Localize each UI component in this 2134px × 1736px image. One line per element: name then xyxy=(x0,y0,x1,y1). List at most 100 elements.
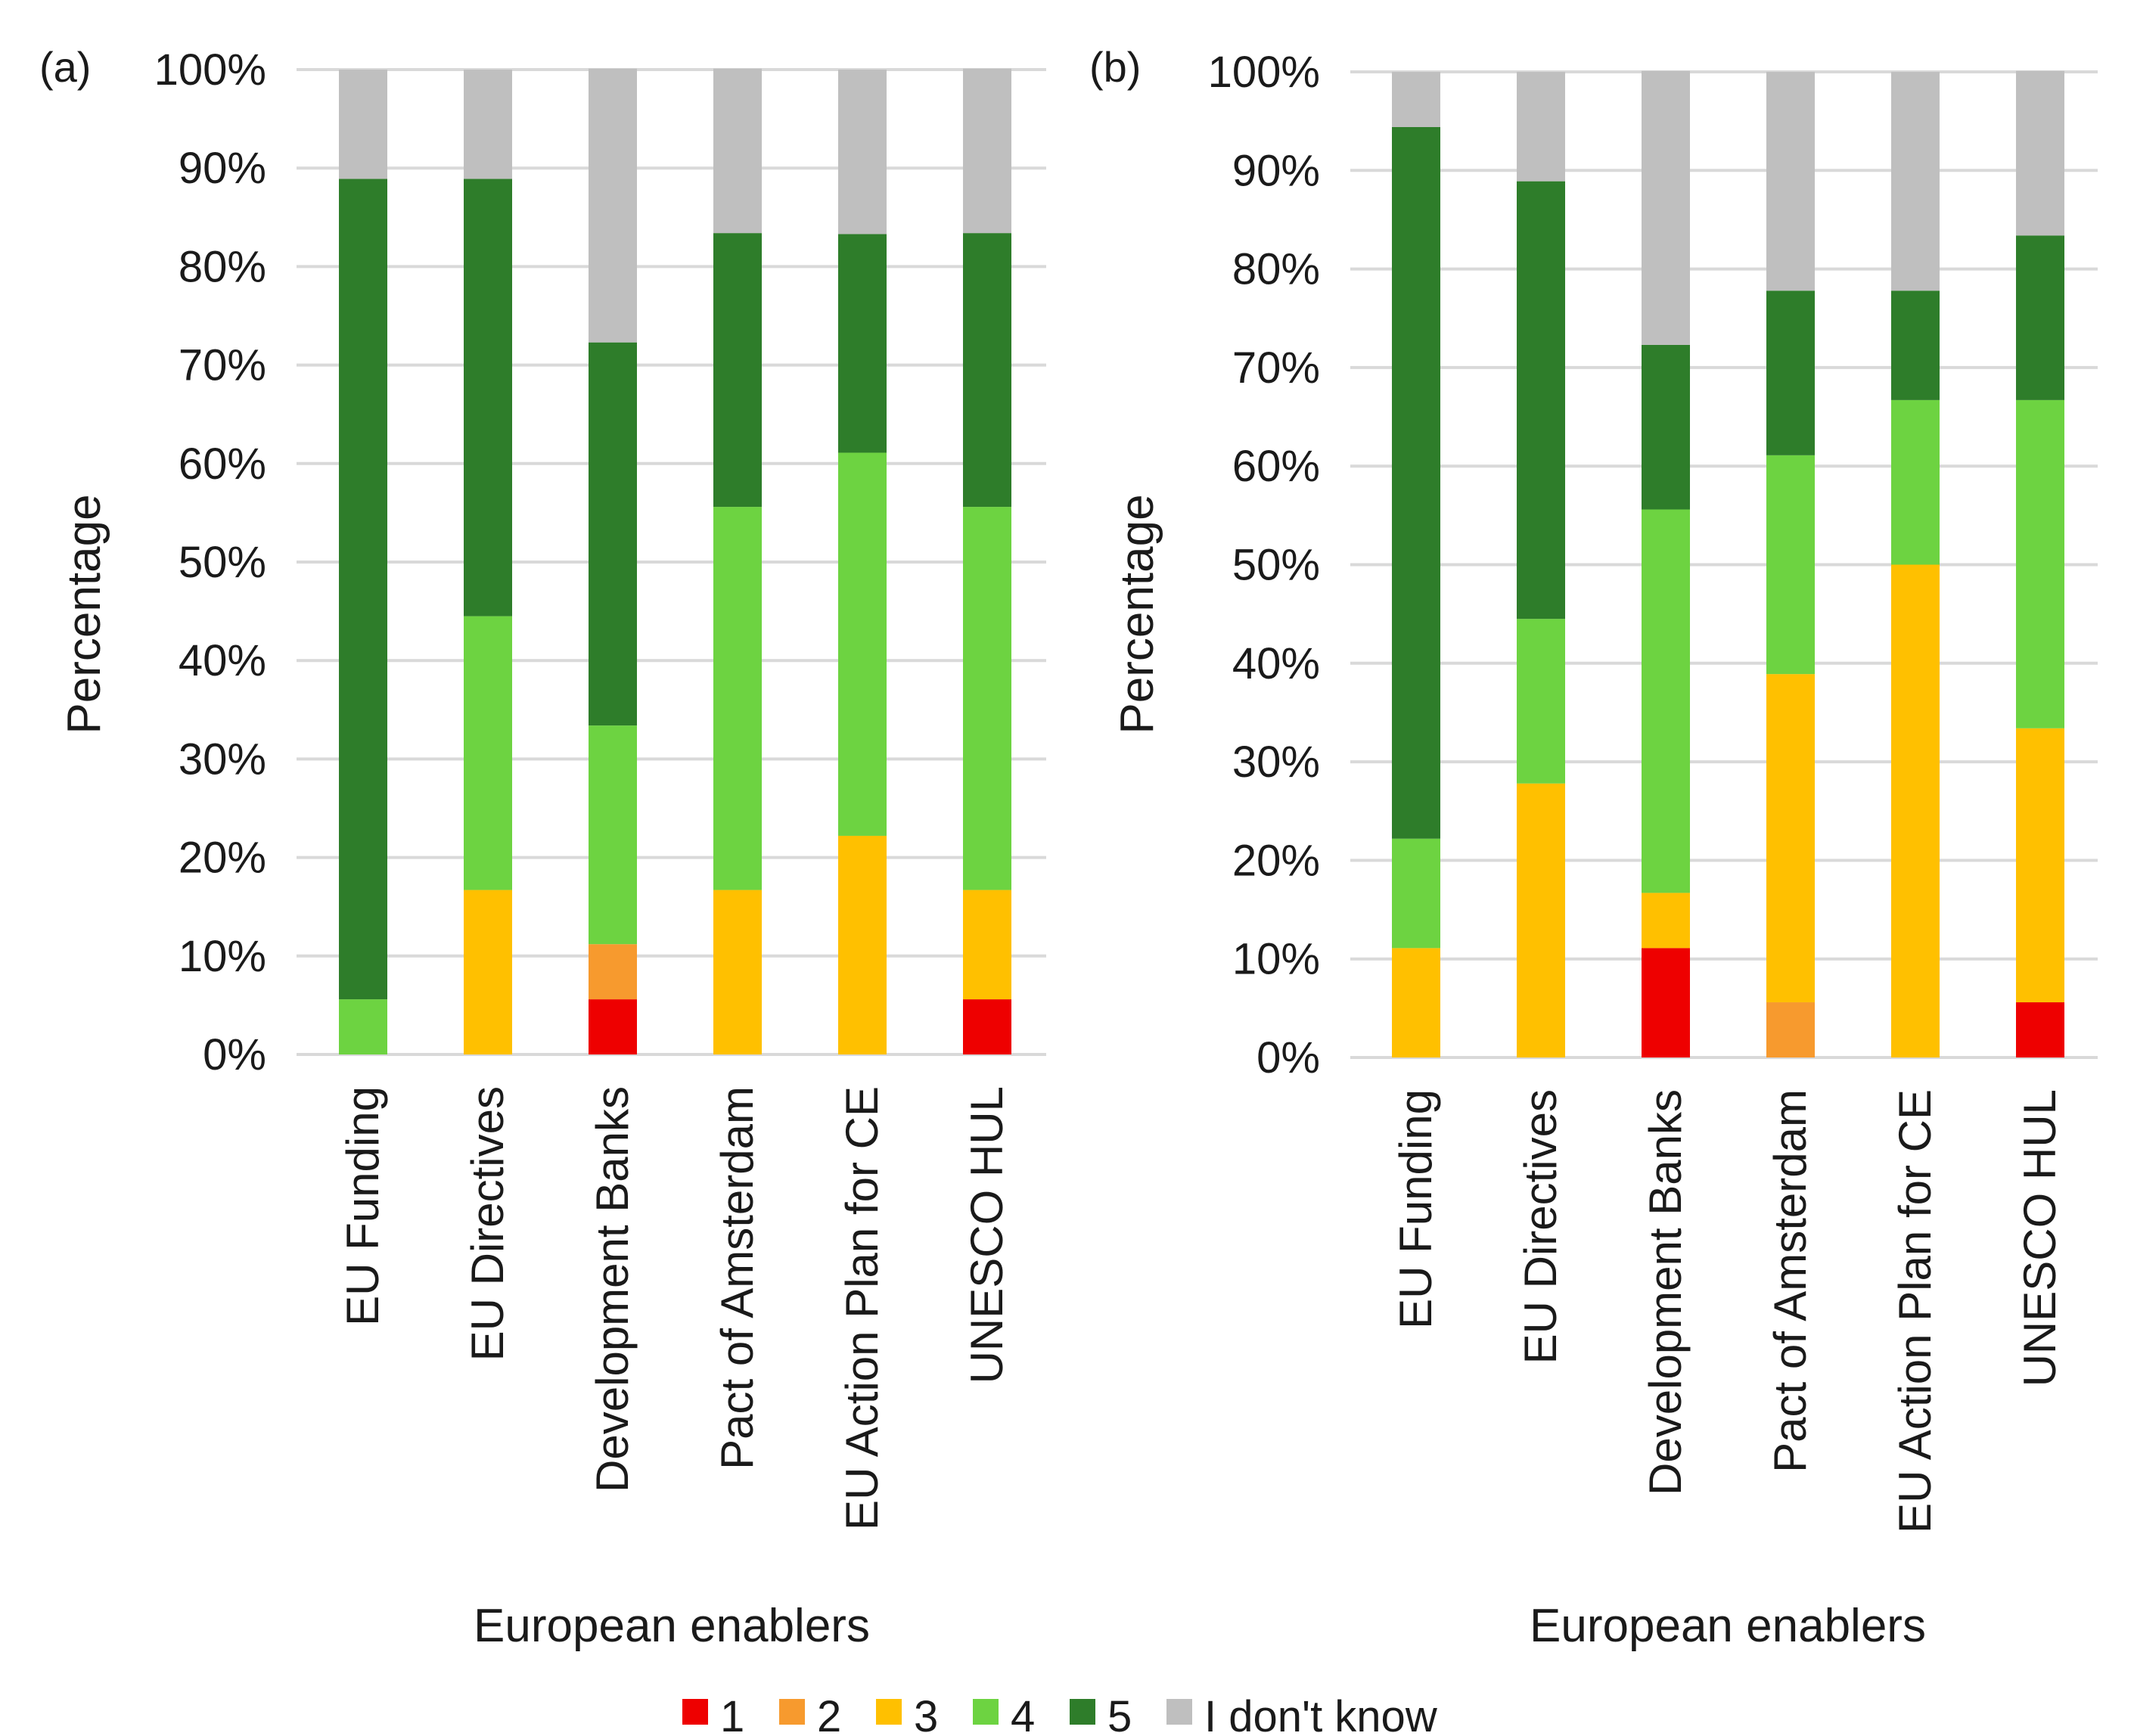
panel-a-y-tick-label: 40% xyxy=(179,636,266,685)
legend-swatch-4 xyxy=(973,1699,999,1725)
panel-b-y-axis-title: Percentage xyxy=(1111,494,1163,734)
panel-a-bar-eu-directives-4 xyxy=(464,616,512,890)
panel-b-y-tick-label: 60% xyxy=(1232,442,1320,491)
panel-b-category-label-eu-directives: EU Directives xyxy=(1515,1089,1566,1364)
panel-b-bar-unesco-hul-5 xyxy=(2016,235,2064,400)
panel-a: 0% 10% 20% 30% 40% 50% 60% 70% 80% 90% 100% EU Fun… xyxy=(39,43,1046,1652)
panel-b-y-tick-label: 0% xyxy=(1256,1033,1320,1082)
panel-a-x-axis-title: European enablers xyxy=(474,1600,870,1652)
legend-label-2: 2 xyxy=(817,1692,841,1736)
legend-swatch-3 xyxy=(876,1699,902,1725)
panel-b-bar-eu-funding-4 xyxy=(1392,838,1440,949)
panel-b-y-tick-label: 80% xyxy=(1232,245,1320,294)
panel-b-bar-development-banks-i-don-t-know xyxy=(1642,70,1690,345)
legend-swatch-5 xyxy=(1070,1699,1095,1725)
panel-a-bar-unesco-hul-4 xyxy=(963,507,1011,890)
panel-a-bar-eu-directives-5 xyxy=(464,179,512,616)
panel-b-bar-development-banks-5 xyxy=(1642,344,1690,510)
panel-b-category-label-eu-funding: EU Funding xyxy=(1390,1089,1441,1329)
panel-a-category-label-eu-funding: EU Funding xyxy=(337,1086,388,1326)
panel-a-category-label-eu-action-plan-for-ce: EU Action Plan for CE xyxy=(837,1086,887,1530)
panel-b-label: (b) xyxy=(1089,43,1141,91)
panel-b-bar-unesco-hul-i-don-t-know xyxy=(2016,70,2064,236)
panel-b-bar-eu-directives-4 xyxy=(1517,619,1565,784)
legend: 1 2 3 4 5 I don't know xyxy=(682,1692,1438,1736)
legend-label-3: 3 xyxy=(914,1692,938,1736)
panel-a-category-label-development-banks: Development Banks xyxy=(587,1086,638,1492)
legend-label-dont-know: I don't know xyxy=(1204,1692,1438,1736)
panel-a-bar-eu-directives-i-don-t-know xyxy=(464,70,512,179)
panel-b: 0% 10% 20% 30% 40% 50% 60% 70% 80% 90% 100% EU Fun… xyxy=(1089,43,2098,1652)
panel-a-y-tick-label: 20% xyxy=(179,834,266,883)
panel-a-bar-eu-directives-3 xyxy=(464,890,512,1054)
panel-b-bar-eu-directives-i-don-t-know xyxy=(1517,72,1565,182)
panel-a-y-tick-label: 60% xyxy=(179,439,266,489)
panel-b-category-label-development-banks: Development Banks xyxy=(1640,1089,1691,1495)
legend-swatch-1 xyxy=(682,1699,708,1725)
panel-b-y-tick-label: 30% xyxy=(1232,738,1320,787)
panel-a-bar-unesco-hul-1 xyxy=(963,999,1011,1054)
panel-b-bar-eu-funding-3 xyxy=(1392,948,1440,1057)
panel-b-bar-pact-of-amsterdam-3 xyxy=(1766,674,1815,1003)
panel-b-bar-eu-directives-3 xyxy=(1517,783,1565,1057)
panel-b-bar-pact-of-amsterdam-4 xyxy=(1766,455,1815,675)
panel-b-y-tick-label: 10% xyxy=(1232,935,1320,984)
panel-a-y-tick-label: 70% xyxy=(179,341,266,390)
panel-b-y-tick-label: 50% xyxy=(1232,541,1320,590)
legend-label-5: 5 xyxy=(1107,1692,1132,1736)
panel-a-bar-eu-funding-4 xyxy=(339,999,387,1054)
panel-b-bar-pact-of-amsterdam-2 xyxy=(1766,1002,1815,1057)
panel-b-bar-development-banks-4 xyxy=(1642,509,1690,893)
panel-b-bar-eu-action-plan-for-ce-i-don-t-know xyxy=(1891,72,1940,291)
panel-b-category-label-pact-of-amsterdam: Pact of Amsterdam xyxy=(1765,1089,1816,1473)
panel-b-bar-eu-action-plan-for-ce-5 xyxy=(1891,290,1940,400)
legend-swatch-dont-know xyxy=(1166,1699,1192,1725)
panel-b-y-tick-label: 20% xyxy=(1232,836,1320,885)
panel-b-category-label-eu-action-plan-for-ce: EU Action Plan for CE xyxy=(1890,1089,1940,1533)
panel-a-bar-pact-of-amsterdam-i-don-t-know xyxy=(713,68,762,234)
panel-b-bar-eu-funding-5 xyxy=(1392,126,1440,839)
panel-a-category-label-unesco-hul: UNESCO HUL xyxy=(961,1086,1012,1384)
panel-b-bar-pact-of-amsterdam-5 xyxy=(1766,290,1815,455)
panel-b-y-tick-label: 40% xyxy=(1232,639,1320,688)
panel-a-y-tick-label: 0% xyxy=(203,1030,266,1079)
panel-a-bar-unesco-hul-5 xyxy=(963,233,1011,508)
panel-b-bar-eu-funding-i-don-t-know xyxy=(1392,72,1440,127)
panel-b-bar-eu-directives-5 xyxy=(1517,181,1565,620)
panel-b-x-axis-title: European enablers xyxy=(1530,1600,1926,1652)
panel-a-bar-development-banks-4 xyxy=(589,725,637,945)
panel-b-y-tick-label: 70% xyxy=(1232,343,1320,393)
panel-b-y-tick-label: 90% xyxy=(1232,146,1320,195)
panel-a-y-tick-label: 30% xyxy=(179,734,266,784)
panel-b-bar-eu-action-plan-for-ce-3 xyxy=(1891,564,1940,1057)
panel-a-bar-eu-action-plan-for-ce-4 xyxy=(838,452,887,836)
panel-a-y-tick-label: 50% xyxy=(179,538,266,587)
panel-a-bar-unesco-hul-i-don-t-know xyxy=(963,68,1011,234)
panel-a-bar-development-banks-1 xyxy=(589,999,637,1054)
panel-b-bar-unesco-hul-1 xyxy=(2016,1002,2064,1057)
panel-a-bar-eu-funding-i-don-t-know xyxy=(339,70,387,179)
panel-b-bar-pact-of-amsterdam-i-don-t-know xyxy=(1766,72,1815,291)
panel-b-bar-unesco-hul-4 xyxy=(2016,399,2064,728)
panel-a-y-axis-title: Percentage xyxy=(58,494,110,734)
panel-a-bar-development-banks-i-don-t-know xyxy=(589,68,637,343)
panel-a-y-tick-label: 90% xyxy=(179,144,266,193)
panel-a-bar-eu-action-plan-for-ce-3 xyxy=(838,835,887,1054)
panel-a-y-tick-label: 10% xyxy=(179,932,266,981)
panel-a-bar-development-banks-5 xyxy=(589,342,637,726)
panel-a-category-label-eu-directives: EU Directives xyxy=(462,1086,513,1361)
panel-b-category-label-unesco-hul: UNESCO HUL xyxy=(2014,1089,2065,1387)
panel-a-bar-eu-action-plan-for-ce-i-don-t-know xyxy=(838,70,887,234)
legend-label-1: 1 xyxy=(720,1692,744,1736)
panel-a-bar-pact-of-amsterdam-3 xyxy=(713,890,762,1054)
panel-a-bar-unesco-hul-3 xyxy=(963,890,1011,1000)
panel-a-category-label-pact-of-amsterdam: Pact of Amsterdam xyxy=(712,1086,763,1470)
panel-a-bar-pact-of-amsterdam-4 xyxy=(713,507,762,890)
panel-b-y-tick-label: 100% xyxy=(1208,48,1320,97)
panel-a-bar-eu-funding-5 xyxy=(339,179,387,1000)
panel-a-y-tick-label: 80% xyxy=(179,242,266,291)
panel-b-bar-eu-action-plan-for-ce-4 xyxy=(1891,399,1940,565)
panel-b-bar-development-banks-1 xyxy=(1642,948,1690,1057)
panel-b-bar-development-banks-3 xyxy=(1642,893,1690,949)
panel-a-bar-development-banks-2 xyxy=(589,944,637,1000)
